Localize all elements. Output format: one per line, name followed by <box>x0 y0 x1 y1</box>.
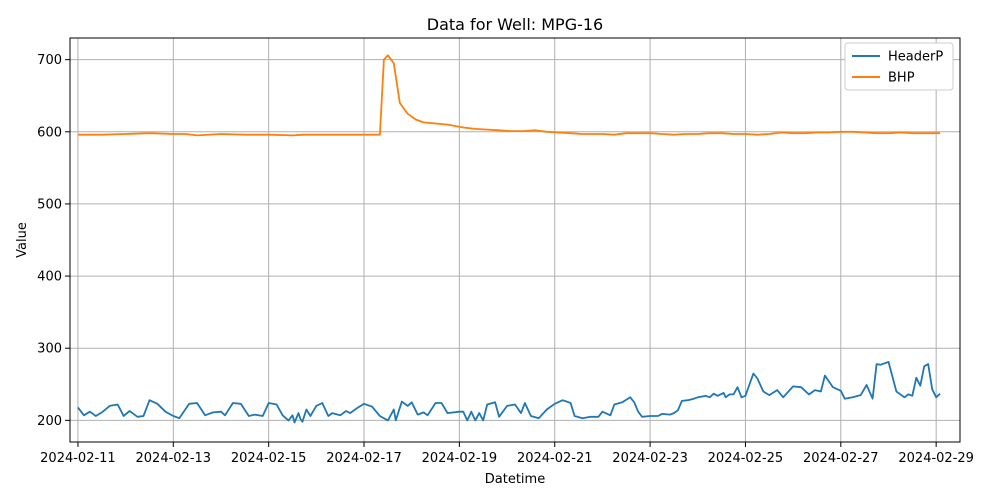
legend-label-headerp: HeaderP <box>888 50 943 65</box>
chart-title: Data for Well: MPG-16 <box>427 15 603 34</box>
legend: HeaderP BHP <box>844 42 954 91</box>
series-line-bhp <box>77 54 941 137</box>
x-tick-label: 2024-02-27 <box>803 451 879 466</box>
x-axis-ticks: 2024-02-11 2024-02-13 2024-02-15 2024-02-17… <box>40 442 974 466</box>
plot-area-frame <box>69 37 961 443</box>
x-tick-label: 2024-02-25 <box>708 451 784 466</box>
x-gridlines <box>77 38 937 442</box>
y-tick-label: 500 <box>37 197 62 212</box>
y-axis-label: Value <box>15 222 30 258</box>
series-line-headerp <box>77 360 941 424</box>
x-tick-label: 2024-02-17 <box>326 451 402 466</box>
x-axis-label: Datetime <box>485 472 545 487</box>
y-tick-label: 300 <box>37 342 62 357</box>
y-axis-ticks: 200 300 400 500 600 700 <box>37 53 70 429</box>
y-tick-label: 600 <box>37 125 62 140</box>
legend-label-bhp: BHP <box>888 71 915 86</box>
legend-box <box>844 42 954 91</box>
x-tick-label: 2024-02-11 <box>40 451 116 466</box>
y-tick-label: 700 <box>37 53 62 68</box>
x-tick-label: 2024-02-13 <box>136 451 212 466</box>
y-tick-label: 200 <box>37 414 62 429</box>
x-tick-label: 2024-02-21 <box>517 451 593 466</box>
x-tick-label: 2024-02-19 <box>422 451 498 466</box>
x-tick-label: 2024-02-23 <box>612 451 688 466</box>
x-tick-label: 2024-02-15 <box>231 451 307 466</box>
series-layer <box>77 54 941 424</box>
x-tick-label: 2024-02-29 <box>898 451 974 466</box>
y-tick-label: 400 <box>37 270 62 285</box>
